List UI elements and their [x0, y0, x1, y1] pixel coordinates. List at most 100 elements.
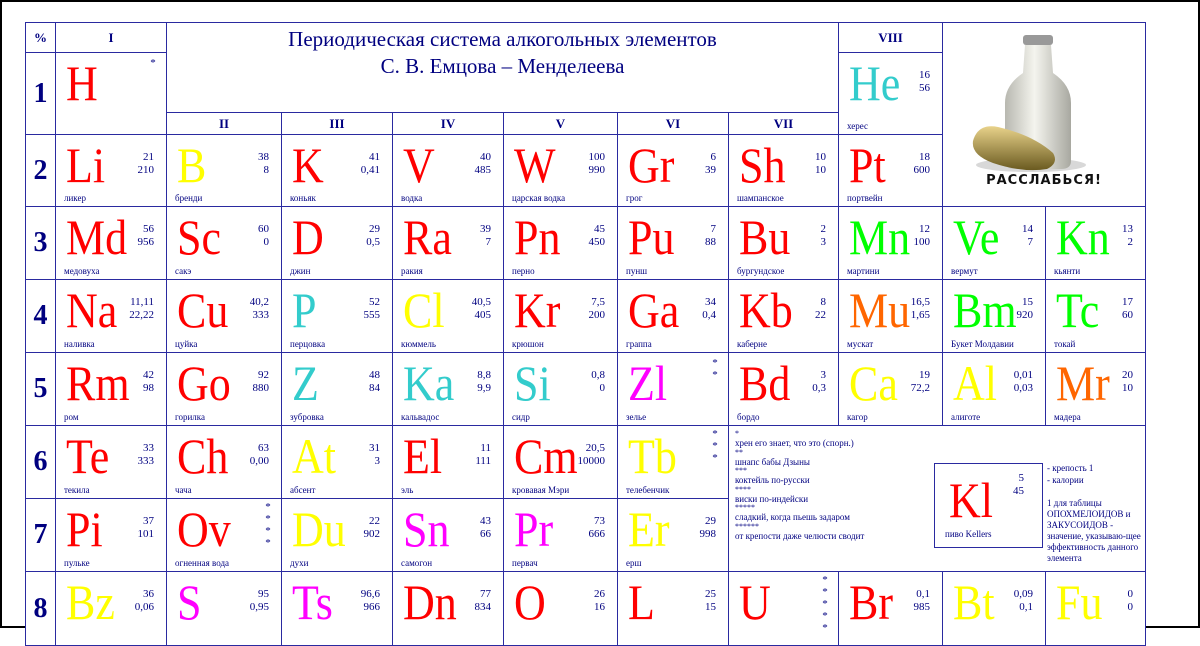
element-name: бренди	[175, 193, 203, 203]
element-name: алиготе	[951, 412, 981, 422]
element-name: зубровка	[290, 412, 324, 422]
element-cell-b: B 38 8 бренди	[166, 134, 282, 207]
legend-text: хрен его знает, что это (спорн.)	[735, 438, 854, 448]
element-values: 60 0	[258, 223, 269, 249]
element-symbol: Kr	[514, 282, 561, 338]
element-symbol: Br	[849, 574, 893, 630]
element-calories: 7	[1027, 236, 1034, 248]
element-cell-mr: Mr 20 10 мадера	[1045, 352, 1146, 426]
element-cell-li: Li 21 210 ликер	[55, 134, 167, 207]
element-cell-te: Te 33 333 текила	[55, 425, 167, 499]
element-calories: 485	[474, 164, 492, 176]
element-calories: 0,4	[702, 309, 716, 321]
element-values: 13 2	[1122, 223, 1133, 249]
element-calories: 333	[252, 309, 270, 321]
period-number: 2	[33, 154, 48, 186]
element-values: 20 10	[1122, 369, 1133, 395]
group-label: VII	[773, 116, 794, 131]
element-values: 41 0,41	[361, 151, 380, 177]
element-cell-u: U *****	[728, 571, 839, 646]
legend-entry: ** шнапс бабы Дзыны	[735, 448, 1139, 468]
element-cell-gr: Gr 6 39 грог	[617, 134, 729, 207]
element-calories: 60	[1122, 309, 1133, 321]
element-cell-bm: Bm 15 920 Букет Молдавии	[942, 279, 1046, 353]
element-cell-na: Na 11,11 22,22 наливка	[55, 279, 167, 353]
group-label: VIII	[878, 30, 903, 45]
element-cell-sn: Sn 43 66 самогон	[392, 498, 504, 572]
element-calories: 555	[363, 309, 381, 321]
title-line-2: С. В. Емцова – Менделеева	[380, 54, 625, 78]
element-strength: 10	[815, 151, 826, 163]
group-label: III	[329, 116, 345, 131]
element-cell-ga: Ga 34 0,4 граппа	[617, 279, 729, 353]
element-symbol: Bm	[953, 282, 1017, 338]
element-values: 6 39	[705, 151, 716, 177]
element-symbol: H	[66, 55, 98, 111]
element-calories: 880	[252, 382, 270, 394]
element-name: бургундское	[737, 266, 785, 276]
period-number: 8	[33, 592, 48, 624]
element-name: бордо	[737, 412, 760, 422]
element-values: 5 45	[1013, 472, 1024, 498]
element-name: Букет Молдавии	[951, 339, 1014, 349]
element-calories: 956	[137, 236, 155, 248]
element-name: крюшон	[512, 339, 544, 349]
element-symbol: D	[292, 209, 324, 265]
element-calories: 0,03	[1013, 382, 1033, 394]
element-symbol: Al	[953, 355, 997, 411]
element-cell-kn: Kn 13 2 кьянти	[1045, 206, 1146, 280]
element-name: херес	[847, 121, 868, 131]
element-symbol: Pi	[66, 501, 103, 557]
element-strength: 100	[588, 151, 606, 163]
element-cell-z: Z 48 84 зубровка	[281, 352, 393, 426]
element-symbol: Li	[66, 137, 106, 193]
element-cell-at: At 31 3 абсент	[281, 425, 393, 499]
element-strength: 29	[705, 515, 716, 527]
element-symbol: B	[177, 137, 207, 193]
group-header-II: II	[166, 112, 282, 135]
element-cell-o: O 26 16	[503, 571, 618, 646]
element-name: ликер	[64, 193, 86, 203]
element-values: 39 7	[480, 223, 491, 249]
element-cell-br: Br 0,1 985	[838, 571, 943, 646]
element-strength: 45	[594, 223, 605, 235]
element-strength: 56	[143, 223, 154, 235]
element-values: 0,01 0,03	[1014, 369, 1033, 395]
element-strength: 42	[143, 369, 154, 381]
element-name: наливка	[64, 339, 95, 349]
element-values: 8,8 9,9	[477, 369, 491, 395]
element-cell-pn: Pn 45 450 перно	[503, 206, 618, 280]
element-name: ерш	[626, 558, 642, 568]
element-name: джин	[290, 266, 311, 276]
element-calories: 966	[363, 601, 381, 613]
element-stars: **	[712, 357, 718, 381]
element-name: мускат	[847, 339, 874, 349]
element-strength: 7	[710, 223, 717, 235]
element-symbol: Pu	[628, 209, 675, 265]
element-name: портвейн	[847, 193, 883, 203]
element-calories: 22	[815, 309, 826, 321]
element-strength: 40,2	[249, 296, 269, 308]
legend-text: коктейль по-русски	[735, 475, 810, 485]
element-calories: 600	[913, 164, 931, 176]
period-label: 3	[25, 206, 56, 280]
element-name: эль	[401, 485, 414, 495]
group-label: I	[108, 30, 114, 45]
element-symbol: P	[292, 282, 317, 338]
element-symbol: Zl	[628, 355, 668, 411]
element-symbol: Sh	[739, 137, 786, 193]
element-strength: 40	[480, 151, 491, 163]
legend-stars: ******	[735, 521, 759, 531]
legend-sample-element: Kl 5 45 пиво Kellers	[934, 463, 1043, 548]
element-cell-bu: Bu 2 3 бургундское	[728, 206, 839, 280]
element-strength: 8,8	[477, 369, 491, 381]
element-values: 40,5 405	[472, 296, 491, 322]
element-symbol: Bt	[953, 574, 995, 630]
element-symbol: Mn	[849, 209, 911, 265]
element-values: 3 0,3	[812, 369, 826, 395]
element-calories: 10	[815, 164, 826, 176]
element-strength: 0,1	[916, 588, 930, 600]
element-strength: 17	[1122, 296, 1133, 308]
element-calories: 0	[1127, 601, 1134, 613]
element-stars: ***	[712, 428, 718, 464]
